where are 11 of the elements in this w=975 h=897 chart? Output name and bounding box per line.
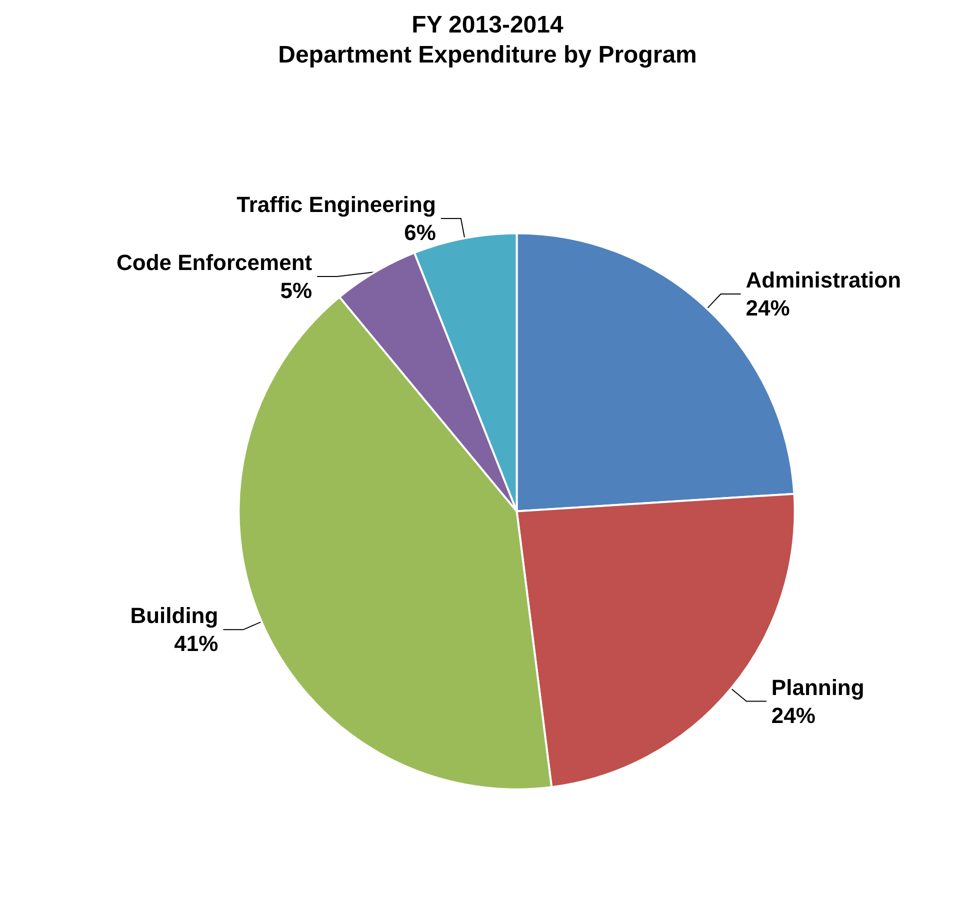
data-label: 24% (771, 702, 816, 728)
slice-label: Code Enforcement (116, 250, 313, 275)
slice-label: Planning (771, 674, 864, 700)
chart-title: FY 2013-2014 Department Expenditure by Program (278, 12, 697, 68)
data-label: 6% (404, 220, 436, 245)
data-label: 5% (280, 278, 312, 303)
slice-label: Administration (746, 268, 902, 293)
data-label: 41% (174, 631, 218, 656)
data-label: 24% (746, 296, 790, 321)
slice-label: Building (130, 603, 218, 628)
slice-label: Traffic Engineering (236, 192, 436, 217)
